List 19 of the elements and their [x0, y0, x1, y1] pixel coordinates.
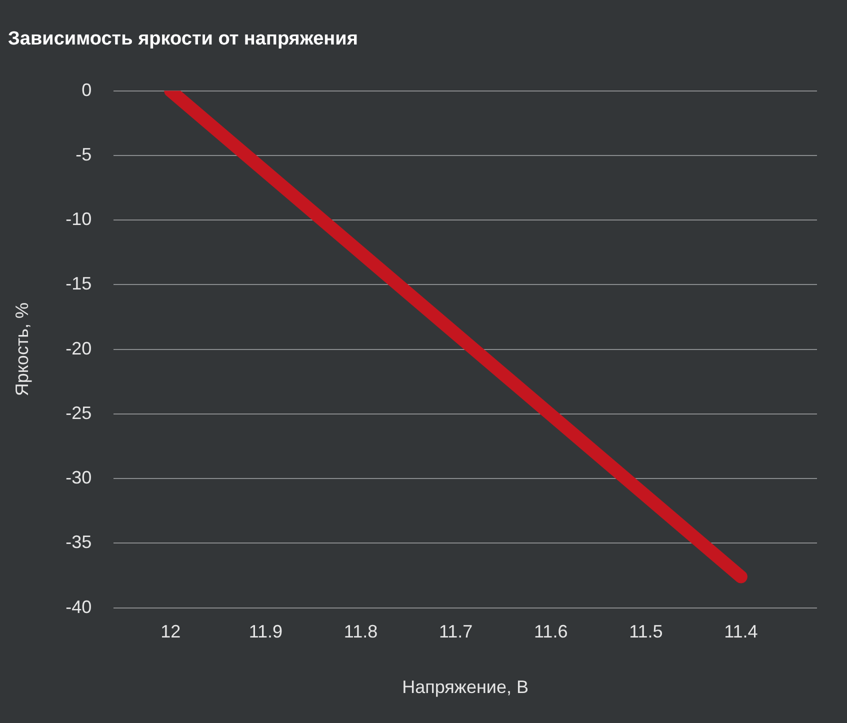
x-tick-label: 11.5	[629, 622, 663, 642]
x-tick-label: 11.6	[534, 622, 568, 642]
y-tick-label: -30	[66, 468, 92, 488]
y-tick-label: -40	[66, 596, 92, 617]
x-tick-label: 11.7	[438, 622, 473, 642]
y-tick-label: -5	[76, 144, 92, 164]
y-tick-label: -20	[66, 338, 92, 358]
y-tick-label: -10	[66, 209, 92, 230]
y-tick-label: -15	[66, 274, 92, 294]
y-axis-title: Яркость, %	[12, 302, 32, 396]
x-axis-title: Напряжение, В	[402, 677, 529, 698]
x-tick-label: 11.9	[248, 622, 283, 642]
x-tick-label: 11.8	[344, 622, 378, 642]
x-tick-label: 12	[160, 622, 181, 642]
x-tick-label: 11.4	[724, 622, 758, 642]
y-tick-label: -25	[66, 402, 92, 423]
chart-title: Зависимость яркости от напряжения	[8, 28, 358, 50]
y-tick-label: -35	[66, 532, 92, 552]
y-tick-label: 0	[82, 80, 92, 100]
